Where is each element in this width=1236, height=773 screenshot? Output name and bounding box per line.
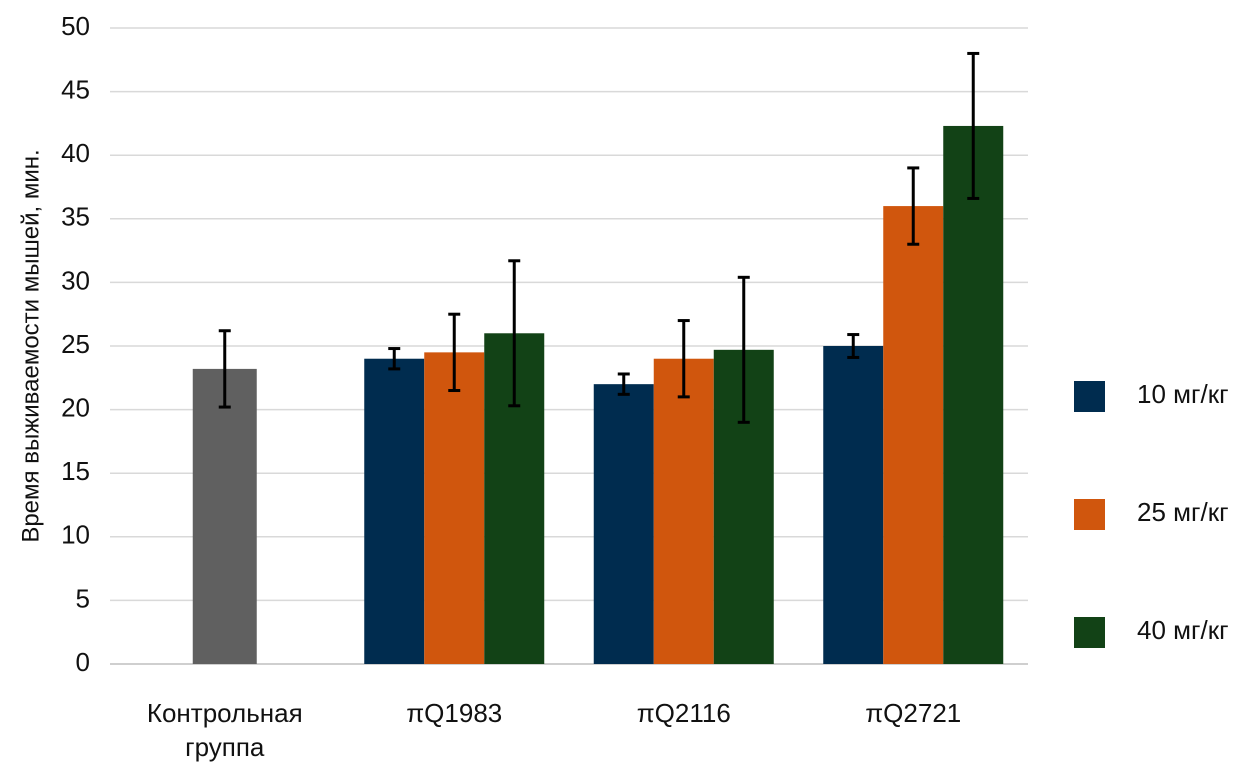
x-tick-label: πQ2721 [865, 698, 962, 728]
y-tick-label: 25 [61, 329, 90, 359]
error-bar [967, 51, 980, 200]
error-bar [677, 319, 690, 399]
y-tick-label: 0 [76, 647, 90, 677]
legend-label: 40 мг/кг [1137, 615, 1229, 645]
error-bar [847, 333, 860, 359]
bar [593, 384, 654, 664]
error-bar [388, 347, 401, 371]
bar [943, 125, 1004, 665]
y-tick-label: 10 [61, 520, 90, 550]
y-tick-label: 15 [61, 456, 90, 486]
y-tick-label: 35 [61, 202, 90, 232]
legend-swatch [1074, 499, 1105, 530]
x-tick-label: πQ1983 [406, 698, 503, 728]
bar [823, 346, 884, 664]
legend-swatch [1074, 381, 1105, 412]
x-tick-label: Контрольная группа [146, 698, 303, 762]
error-bar [448, 312, 461, 393]
y-tick-label: 20 [61, 392, 90, 422]
x-tick-label: πQ2116 [636, 698, 731, 728]
y-tick-label: 40 [61, 138, 90, 168]
y-tick-label: 50 [61, 11, 90, 41]
error-bar [907, 166, 920, 246]
bar [653, 358, 714, 664]
error-bar [737, 275, 750, 424]
bar [192, 368, 257, 664]
legend-label: 10 мг/кг [1137, 379, 1229, 409]
error-bar [617, 372, 630, 396]
y-tick-label: 30 [61, 265, 90, 295]
bar [883, 206, 944, 664]
y-axis-title: Время выживаемости мышей, мин. [17, 149, 44, 542]
error-bar [218, 329, 231, 409]
bar [364, 358, 425, 664]
y-tick-label: 5 [76, 583, 90, 613]
legend-label: 25 мг/кг [1137, 497, 1229, 527]
error-bar [508, 259, 521, 408]
legend-swatch [1074, 617, 1105, 648]
bar [424, 352, 485, 664]
y-tick-label: 45 [61, 74, 90, 104]
